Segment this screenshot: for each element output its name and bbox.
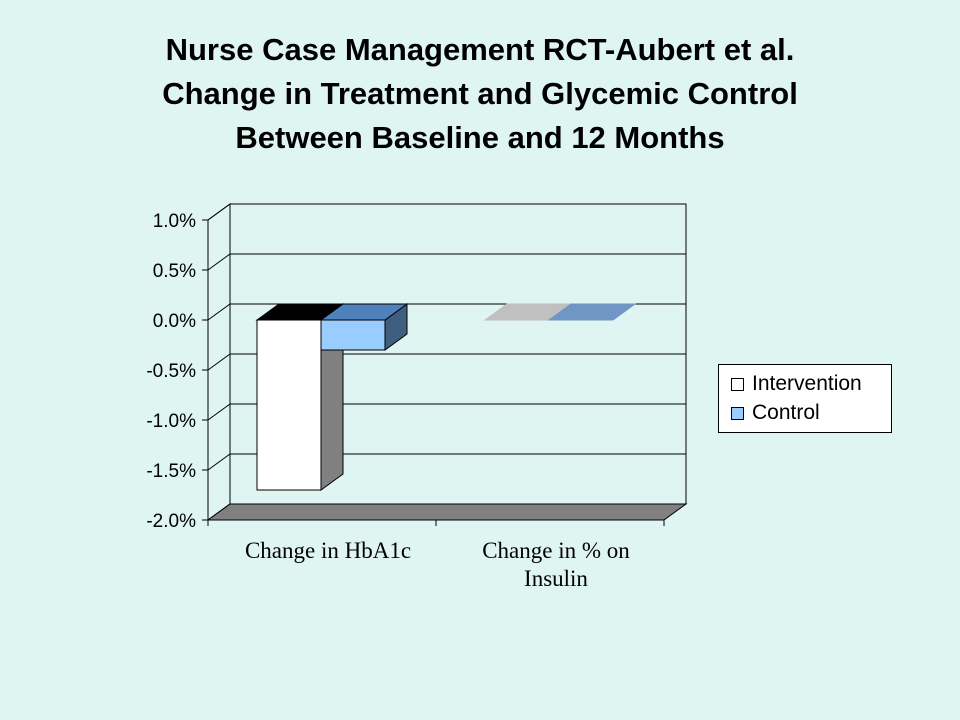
y-axis-ticks: 1.0% 0.5% 0.0% -0.5% -1.0% -1.5% -2.0% [146,211,209,532]
legend-swatch-control [731,406,744,420]
floor [206,503,688,521]
y-tick-label: 0.5% [153,261,196,282]
y-tick-label: 0.0% [153,311,196,332]
y-tick-label: 1.0% [153,211,196,232]
x-category-label: Change in HbA1c [245,538,411,563]
x-category-label: Change in % on Insulin [482,538,630,591]
slide-title: Nurse Case Management RCT-Aubert et al. … [0,28,960,160]
title-line-3: Between Baseline and 12 Months [235,120,725,155]
legend-swatch-intervention [731,377,744,391]
bar-control-1 [320,319,386,351]
gridline [207,403,686,421]
legend: Intervention Control [718,364,892,433]
legend-label-intervention: Intervention [752,372,862,395]
bar-control-2 [547,303,637,321]
x-axis-categories: Change in HbA1c Change in % on Insulin [207,520,665,591]
legend-label-control: Control [752,401,820,424]
title-line-2: Change in Treatment and Glycemic Control [162,76,798,111]
title-line-1: Nurse Case Management RCT-Aubert et al. [165,32,795,67]
y-tick-label: -1.0% [146,411,196,432]
gridline [207,353,686,371]
bars [255,303,637,491]
y-tick-label: -0.5% [146,361,196,382]
gridline [207,253,686,271]
y-tick-label: -2.0% [146,511,196,532]
legend-item-intervention: Intervention [731,372,862,396]
gridline [207,203,686,221]
y-tick-label: -1.5% [146,461,196,482]
legend-item-control: Control [731,401,820,425]
chart-floor [206,503,688,521]
gridline [207,453,686,471]
bar-intervention-1 [256,319,322,491]
